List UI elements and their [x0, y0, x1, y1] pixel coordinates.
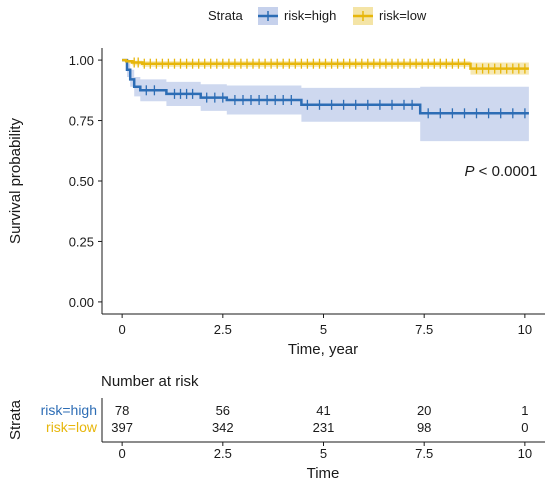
risk-table-x-tick-label: 5 — [320, 446, 327, 461]
risk-table-y-title: Strata — [7, 399, 24, 440]
y-axis-title: Survival probability — [7, 118, 24, 244]
x-axis-ticks: 0 2.5 5 7.5 10 — [119, 314, 532, 337]
y-tick-label: 0.25 — [69, 234, 94, 249]
risk-table: Number at risk Strata risk=highrisk=low … — [7, 373, 545, 482]
risk-cell-low: 342 — [212, 420, 234, 435]
risk-cell-low: 98 — [417, 420, 431, 435]
p-value-text: < 0.0001 — [475, 163, 538, 180]
risk-cell-low: 231 — [313, 420, 335, 435]
risk-table-x-tick-label: 2.5 — [214, 446, 232, 461]
legend: Strata risk=high risk=low — [208, 7, 427, 25]
legend-title: Strata — [208, 8, 243, 23]
risk-table-x-tick-label: 7.5 — [415, 446, 433, 461]
survival-plot: 0.00 0.25 0.50 0.75 1.00 0 2.5 5 7.5 10 Time, ye… — [7, 48, 545, 358]
x-tick-label: 0 — [119, 322, 126, 337]
confidence-bands — [122, 60, 529, 142]
y-axis-ticks: 0.00 0.25 0.50 0.75 1.00 — [69, 53, 102, 310]
risk-cell-high: 20 — [417, 403, 431, 418]
risk-table-x-title: Time — [307, 465, 340, 482]
x-axis-title: Time, year — [288, 341, 358, 358]
x-tick-label: 2.5 — [214, 322, 232, 337]
risk-cell-high: 78 — [115, 403, 129, 418]
survival-curves — [122, 58, 529, 115]
legend-item-low: risk=low — [353, 7, 427, 25]
risk-cell-low: 397 — [111, 420, 133, 435]
risk-table-x-tick-label: 0 — [119, 446, 126, 461]
x-tick-label: 7.5 — [415, 322, 433, 337]
risk-table-title: Number at risk — [101, 373, 199, 390]
legend-item-high: risk=high — [258, 7, 336, 25]
risk-cell-high: 56 — [216, 403, 230, 418]
y-tick-label: 0.00 — [69, 295, 94, 310]
y-tick-label: 0.75 — [69, 114, 94, 129]
risk-cell-high: 1 — [521, 403, 528, 418]
risk-row-label-low: risk=low — [46, 419, 98, 435]
risk-row-label-high: risk=high — [41, 402, 97, 418]
y-tick-label: 1.00 — [69, 53, 94, 68]
legend-label-low: risk=low — [379, 8, 427, 23]
risk-table-x-ticks: 0 2.5 5 7.5 10 — [119, 442, 532, 461]
risk-cell-high: 41 — [316, 403, 330, 418]
x-tick-label: 10 — [518, 322, 532, 337]
confidence-band-high — [122, 60, 529, 142]
p-value-symbol: P — [465, 163, 475, 180]
risk-table-x-tick-label: 10 — [518, 446, 532, 461]
censor-marks — [133, 57, 526, 119]
p-value-annotation: P < 0.0001 — [465, 163, 538, 180]
x-tick-label: 5 — [320, 322, 327, 337]
risk-table-cells: 78 56 41 20 1 397 342 231 98 0 — [111, 403, 528, 435]
survival-curve-high — [122, 58, 529, 115]
legend-label-high: risk=high — [284, 8, 336, 23]
y-tick-label: 0.50 — [69, 174, 94, 189]
survival-curve-low — [122, 58, 529, 70]
risk-cell-low: 0 — [521, 420, 528, 435]
